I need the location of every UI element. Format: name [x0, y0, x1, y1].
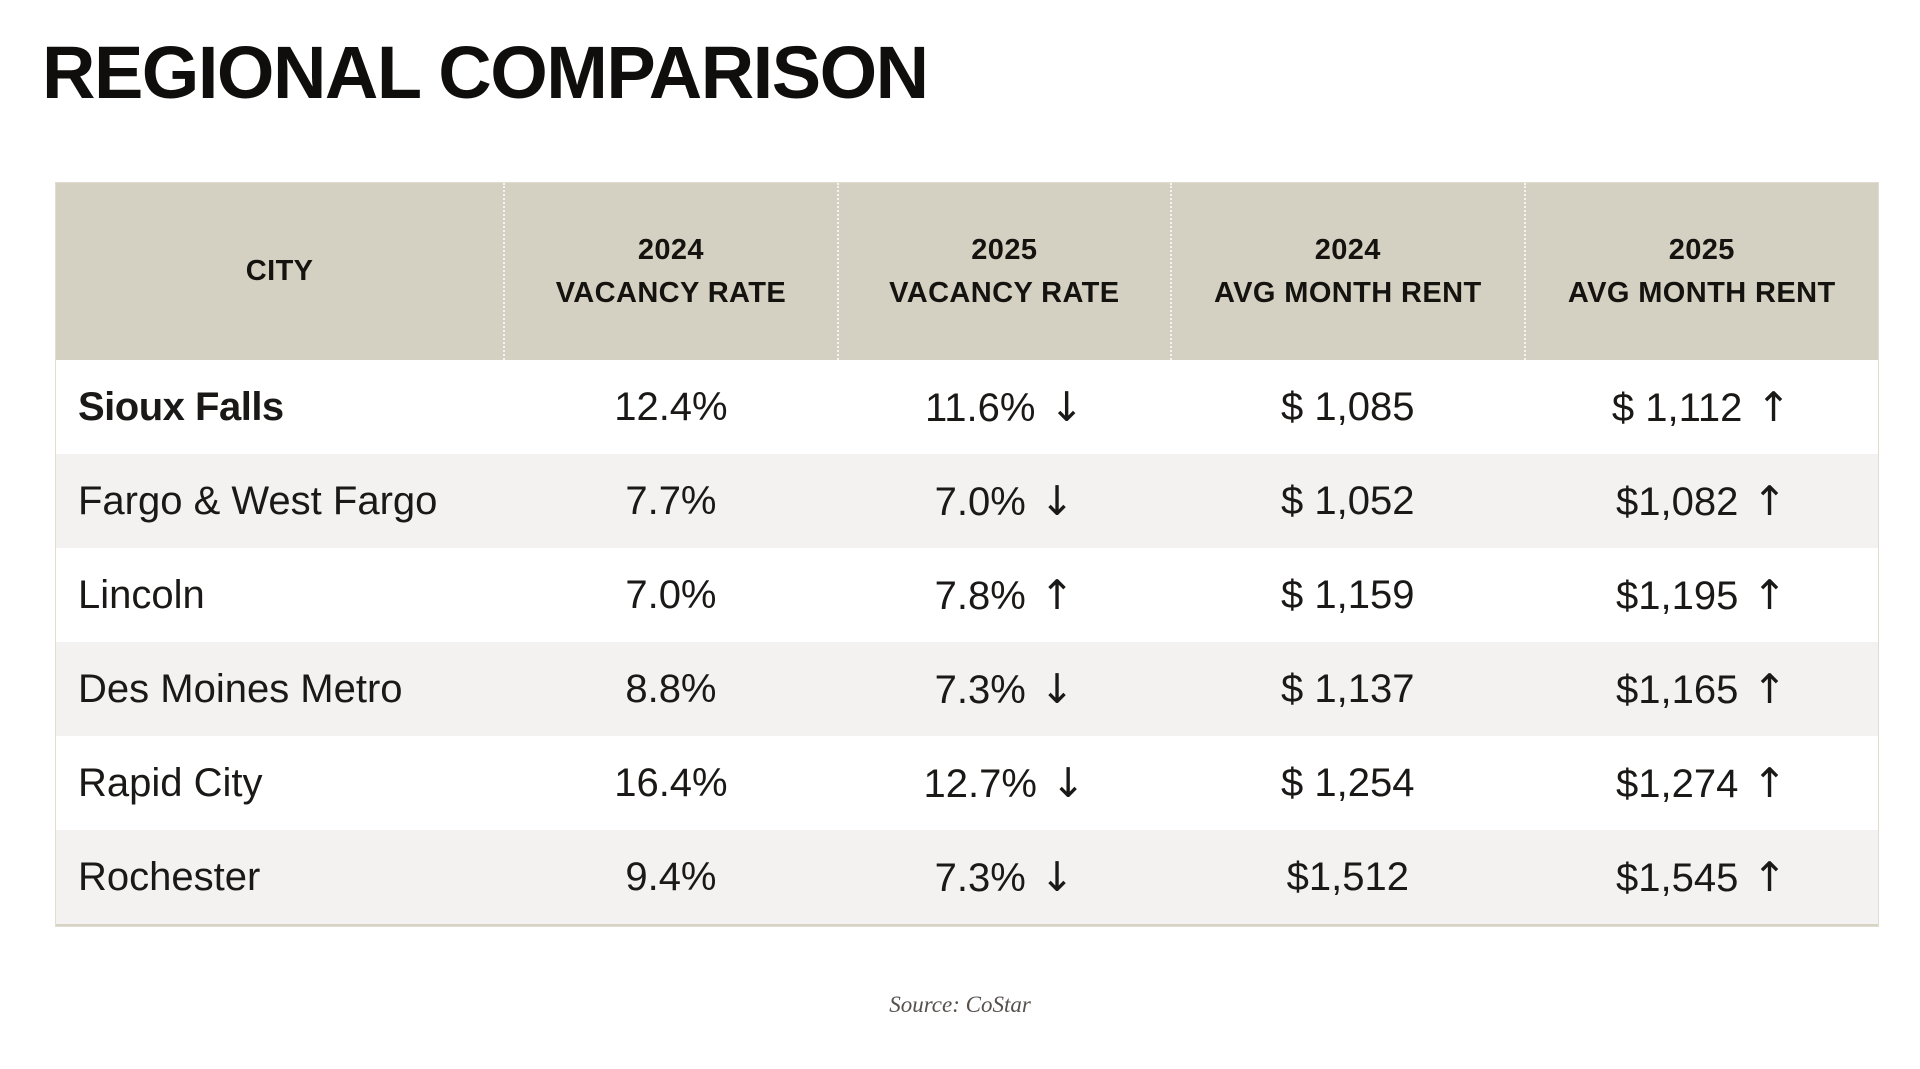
- rent-2025-cell: $1,082 ↑: [1524, 454, 1878, 548]
- trend-up-icon: ↑: [1752, 477, 1787, 525]
- rent-2025-value: $1,082: [1615, 480, 1739, 524]
- header-label: 2024: [637, 234, 704, 267]
- header-cell-city: CITY: [56, 183, 505, 360]
- header-label: 2025: [1668, 234, 1735, 267]
- vacancy-2024-cell: 7.7%: [504, 454, 838, 548]
- city-cell: Fargo & West Fargo: [56, 454, 505, 548]
- rent-2025-value: $1,165: [1615, 668, 1739, 712]
- city-cell: Rochester: [56, 830, 505, 924]
- trend-up-icon: ↑: [1756, 383, 1791, 431]
- header-cell-rent-2024: 2024 AVG MONTH RENT: [1170, 183, 1525, 360]
- city-cell: Sioux Falls: [56, 360, 505, 454]
- header-label: AVG MONTH RENT: [1567, 276, 1836, 309]
- trend-down-icon: ↓: [1049, 383, 1084, 431]
- trend-down-icon: ↓: [1039, 853, 1075, 901]
- rent-2025-value: $1,274: [1615, 762, 1739, 806]
- vacancy-2024-cell: 8.8%: [504, 642, 838, 736]
- rent-2025-cell: $1,274 ↑: [1524, 736, 1878, 830]
- vacancy-2024-cell: 9.4%: [504, 830, 838, 924]
- vacancy-2025-value: 11.6%: [925, 386, 1036, 430]
- rent-2025-cell: $ 1,112 ↑: [1524, 360, 1878, 454]
- rent-2025-value: $1,195: [1615, 574, 1739, 618]
- header-label: 2025: [971, 234, 1038, 267]
- rent-2024-cell: $ 1,085: [1171, 360, 1525, 454]
- rent-2025-value: $ 1,112: [1611, 386, 1743, 430]
- regional-comparison-table: CITY 2024 VACANCY RATE 2025 VACANCY RATE…: [56, 183, 1878, 926]
- trend-down-icon: ↓: [1039, 477, 1075, 525]
- header-cell-vacancy-2024: 2024 VACANCY RATE: [503, 183, 838, 360]
- vacancy-2024-cell: 16.4%: [504, 736, 838, 830]
- table-row-rapid-city: Rapid City 16.4% 12.7% ↓ $ 1,254 $1,274 ↑: [56, 736, 1878, 830]
- vacancy-2025-value: 7.8%: [934, 574, 1026, 618]
- vacancy-2025-value: 12.7%: [923, 762, 1037, 806]
- vacancy-2025-cell: 11.6% ↓: [837, 360, 1172, 454]
- vacancy-2024-cell: 7.0%: [504, 548, 838, 642]
- vacancy-2025-value: 7.3%: [934, 856, 1026, 900]
- city-cell: Des Moines Metro: [56, 642, 505, 736]
- table-row-des-moines: Des Moines Metro 8.8% 7.3% ↓ $ 1,137 $1,1…: [56, 642, 1878, 736]
- rent-2024-cell: $1,512: [1171, 830, 1525, 924]
- vacancy-2025-cell: 12.7% ↓: [837, 736, 1172, 830]
- vacancy-2025-cell: 7.3% ↓: [837, 830, 1172, 924]
- table-row-fargo: Fargo & West Fargo 7.7% 7.0% ↓ $ 1,052 $1…: [56, 454, 1878, 548]
- header-label: 2024: [1314, 234, 1381, 267]
- table-row-lincoln: Lincoln 7.0% 7.8% ↑ $ 1,159 $1,195 ↑: [56, 548, 1878, 642]
- table-row-rochester: Rochester 9.4% 7.3% ↓ $1,512 $1,545 ↑: [56, 830, 1878, 924]
- vacancy-2025-cell: 7.0% ↓: [837, 454, 1172, 548]
- source-caption: Source: CoStar: [889, 992, 1031, 1017]
- trend-up-icon: ↑: [1752, 571, 1787, 619]
- rent-2024-cell: $ 1,159: [1171, 548, 1525, 642]
- header-label: VACANCY RATE: [555, 276, 787, 309]
- rent-2025-cell: $1,195 ↑: [1524, 548, 1878, 642]
- header-cell-rent-2025: 2025 AVG MONTH RENT: [1523, 183, 1878, 360]
- page-title: REGIONAL COMPARISON: [42, 31, 929, 114]
- vacancy-2024-cell: 12.4%: [504, 360, 838, 454]
- table-body: Sioux Falls 12.4% 11.6% ↓ $ 1,085 $ 1,112…: [56, 360, 1878, 924]
- trend-down-icon: ↓: [1050, 759, 1086, 807]
- rent-2025-cell: $1,165 ↑: [1524, 642, 1878, 736]
- trend-down-icon: ↓: [1039, 665, 1075, 713]
- header-label: AVG MONTH RENT: [1213, 276, 1482, 309]
- trend-up-icon: ↑: [1039, 571, 1075, 619]
- header-label: CITY: [245, 255, 314, 288]
- city-cell: Lincoln: [56, 548, 505, 642]
- rent-2025-cell: $1,545 ↑: [1524, 830, 1878, 924]
- table-row-sioux-falls: Sioux Falls 12.4% 11.6% ↓ $ 1,085 $ 1,112…: [56, 360, 1878, 454]
- header-cell-vacancy-2025: 2025 VACANCY RATE: [836, 183, 1172, 360]
- trend-up-icon: ↑: [1752, 759, 1787, 807]
- trend-up-icon: ↑: [1752, 665, 1787, 713]
- comparison-table: CITY 2024 VACANCY RATE 2025 VACANCY RATE…: [56, 183, 1878, 924]
- trend-up-icon: ↑: [1752, 853, 1787, 901]
- vacancy-2025-cell: 7.3% ↓: [837, 642, 1172, 736]
- header-label: VACANCY RATE: [889, 276, 1120, 309]
- rent-2024-cell: $ 1,052: [1171, 454, 1525, 548]
- vacancy-2025-value: 7.0%: [934, 480, 1026, 524]
- rent-2024-cell: $ 1,254: [1171, 736, 1525, 830]
- table-header-row: CITY 2024 VACANCY RATE 2025 VACANCY RATE…: [56, 183, 1878, 360]
- city-cell: Rapid City: [56, 736, 505, 830]
- vacancy-2025-cell: 7.8% ↑: [837, 548, 1172, 642]
- vacancy-2025-value: 7.3%: [934, 668, 1026, 712]
- rent-2025-value: $1,545: [1615, 856, 1739, 900]
- rent-2024-cell: $ 1,137: [1171, 642, 1525, 736]
